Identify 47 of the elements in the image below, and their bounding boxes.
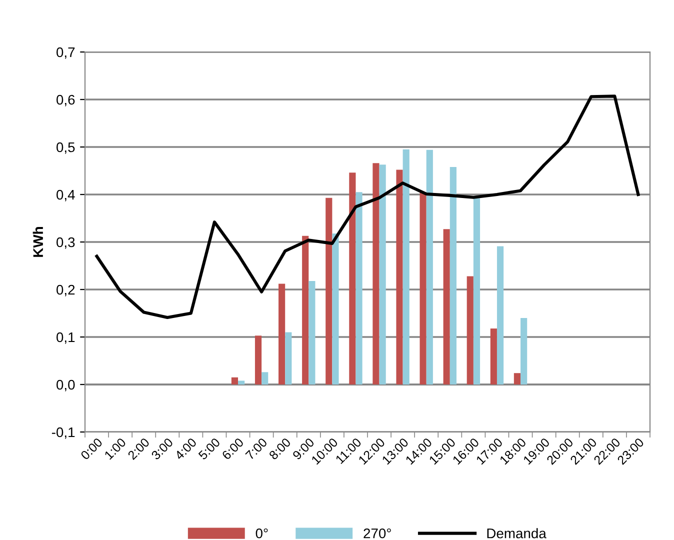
x-tick-label: 5:00 bbox=[198, 437, 221, 460]
bar bbox=[396, 170, 403, 384]
y-tick-label: 0,6 bbox=[56, 94, 75, 106]
y-tick-label: 0,2 bbox=[56, 284, 75, 296]
bar bbox=[349, 172, 356, 384]
x-tick-label: 0:00 bbox=[80, 437, 103, 460]
bar bbox=[308, 280, 316, 384]
bar bbox=[254, 336, 262, 384]
bar bbox=[466, 276, 474, 384]
y-tick-label: 0,4 bbox=[56, 190, 75, 202]
bar bbox=[332, 233, 339, 384]
x-tick-label: 7:00 bbox=[245, 437, 268, 460]
y-axis-title: KWh bbox=[32, 227, 43, 257]
bar bbox=[285, 332, 292, 384]
y-tick-label: 0,7 bbox=[56, 47, 75, 59]
bar bbox=[473, 198, 480, 384]
bar bbox=[372, 163, 380, 384]
legend-label: 0° bbox=[256, 528, 268, 538]
x-tick-label: 8:00 bbox=[268, 437, 292, 460]
x-tick-label: 3:00 bbox=[150, 437, 174, 460]
bar bbox=[326, 198, 332, 384]
y-tick-label: -0,1 bbox=[52, 427, 75, 439]
y-tick-label: 0,1 bbox=[56, 332, 75, 344]
bar bbox=[231, 377, 238, 384]
y-tick-label: 0,0 bbox=[56, 380, 75, 392]
y-tick-label: 0,5 bbox=[56, 142, 75, 154]
bar bbox=[426, 150, 433, 384]
bar bbox=[496, 246, 504, 384]
bar bbox=[490, 328, 497, 384]
bar bbox=[402, 149, 410, 384]
bar bbox=[238, 380, 245, 384]
legend-label: 270° bbox=[364, 528, 391, 538]
y-tick-label: 0,3 bbox=[56, 237, 75, 249]
bar bbox=[520, 318, 528, 384]
x-tick-label: 4:00 bbox=[174, 437, 198, 460]
bar bbox=[278, 284, 286, 384]
bar bbox=[379, 164, 386, 384]
bar bbox=[262, 372, 268, 384]
bar bbox=[420, 192, 426, 384]
line-series bbox=[95, 94, 640, 320]
bar bbox=[302, 236, 309, 384]
x-tick-label: 6:00 bbox=[222, 437, 244, 460]
bar bbox=[443, 229, 450, 384]
legend-label: Demanda bbox=[487, 528, 546, 538]
bar bbox=[356, 192, 362, 384]
bar bbox=[450, 166, 456, 384]
bar bbox=[514, 373, 521, 384]
